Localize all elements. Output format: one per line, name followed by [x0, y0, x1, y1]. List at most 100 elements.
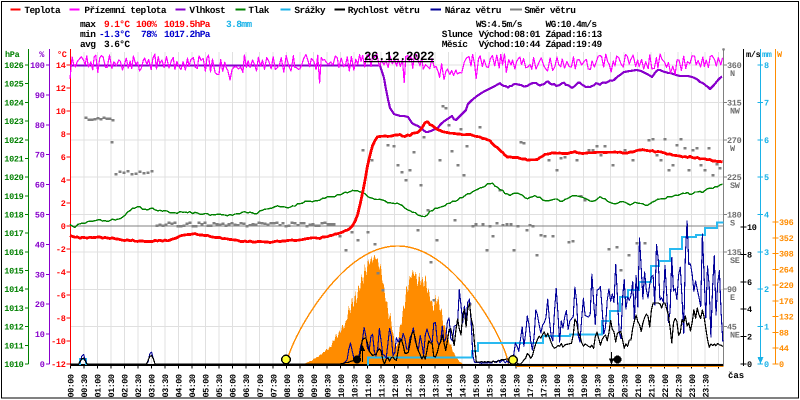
- svg-text:20:00: 20:00: [607, 374, 617, 397]
- svg-text:30: 30: [35, 270, 45, 280]
- svg-text:78%: 78%: [141, 29, 157, 40]
- svg-text:14: 14: [56, 61, 66, 71]
- svg-text:225: 225: [727, 173, 742, 183]
- svg-text:E: E: [730, 293, 735, 303]
- svg-text:WG:10.4m/s: WG:10.4m/s: [546, 19, 598, 30]
- svg-text:19:30: 19:30: [593, 374, 603, 397]
- svg-text:4: 4: [764, 211, 769, 221]
- svg-text:1016: 1016: [4, 248, 23, 258]
- svg-text:mm: mm: [762, 50, 772, 60]
- svg-text:16:00: 16:00: [499, 374, 509, 397]
- svg-text:WS:4.5m/s: WS:4.5m/s: [476, 19, 523, 30]
- svg-text:04:00: 04:00: [175, 374, 185, 397]
- svg-text:15:30: 15:30: [485, 374, 495, 397]
- svg-text:m/s: m/s: [746, 50, 761, 60]
- svg-text:1025: 1025: [4, 80, 23, 90]
- svg-text:°: °: [721, 47, 726, 57]
- svg-text:Přízemní teplota: Přízemní teplota: [84, 5, 167, 16]
- svg-text:360: 360: [727, 61, 742, 71]
- svg-text:9.1°C: 9.1°C: [104, 19, 130, 30]
- svg-text:7: 7: [764, 98, 769, 108]
- svg-text:17:00: 17:00: [526, 374, 536, 397]
- svg-text:čas: čas: [728, 371, 744, 381]
- svg-text:1: 1: [764, 323, 769, 333]
- svg-text:352: 352: [779, 234, 794, 244]
- svg-text:0: 0: [764, 360, 769, 370]
- svg-text:1011: 1011: [4, 341, 23, 351]
- svg-text:1017.2hPa: 1017.2hPa: [164, 29, 211, 40]
- svg-text:1021: 1021: [4, 154, 23, 164]
- svg-text:1024: 1024: [4, 98, 23, 108]
- svg-text:2: 2: [747, 333, 752, 343]
- svg-text:13:30: 13:30: [431, 374, 441, 397]
- svg-text:10: 10: [35, 330, 45, 340]
- svg-text:1014: 1014: [4, 285, 23, 295]
- svg-text:NE: NE: [730, 331, 740, 341]
- svg-text:05:30: 05:30: [215, 374, 225, 397]
- svg-text:SE: SE: [730, 256, 740, 266]
- svg-text:3.6°C: 3.6°C: [104, 39, 130, 50]
- svg-text:W: W: [730, 144, 736, 154]
- svg-text:6: 6: [764, 136, 769, 146]
- svg-text:1010: 1010: [4, 360, 23, 370]
- svg-text:45: 45: [727, 323, 737, 333]
- svg-text:308: 308: [779, 250, 794, 260]
- svg-text:Teplota: Teplota: [24, 5, 61, 16]
- svg-text:0: 0: [61, 222, 66, 232]
- svg-text:00:00: 00:00: [67, 374, 77, 397]
- svg-text:15:00: 15:00: [472, 374, 482, 397]
- svg-text:270: 270: [727, 136, 742, 146]
- svg-text:1018: 1018: [4, 211, 23, 221]
- svg-text:10: 10: [56, 107, 66, 117]
- svg-text:04:30: 04:30: [188, 374, 198, 397]
- svg-text:70: 70: [35, 151, 45, 161]
- svg-text:Východ:08:01: Východ:08:01: [479, 29, 541, 40]
- svg-text:6: 6: [61, 153, 66, 163]
- svg-text:Východ:10:44: Východ:10:44: [479, 39, 541, 50]
- svg-text:NW: NW: [730, 106, 741, 116]
- svg-text:20: 20: [35, 300, 45, 310]
- svg-text:1026: 1026: [4, 61, 23, 71]
- svg-text:4: 4: [61, 176, 66, 186]
- svg-text:315: 315: [727, 98, 742, 108]
- svg-text:Vlhkost: Vlhkost: [189, 5, 225, 16]
- svg-text:02:30: 02:30: [134, 374, 144, 397]
- svg-text:06:00: 06:00: [229, 374, 239, 397]
- svg-text:N: N: [730, 69, 735, 79]
- svg-text:100: 100: [30, 61, 45, 71]
- svg-text:avg: avg: [80, 39, 96, 50]
- svg-text:SW: SW: [730, 181, 741, 191]
- svg-text:14:00: 14:00: [445, 374, 455, 397]
- svg-text:08:00: 08:00: [283, 374, 293, 397]
- svg-text:12: 12: [56, 84, 66, 94]
- svg-text:1023: 1023: [4, 117, 23, 127]
- svg-text:18:30: 18:30: [566, 374, 576, 397]
- svg-text:135: 135: [727, 248, 742, 258]
- svg-text:Slunce: Slunce: [442, 29, 474, 40]
- svg-text:50: 50: [35, 211, 45, 221]
- svg-text:100%: 100%: [136, 19, 157, 30]
- svg-text:3.8mm: 3.8mm: [226, 19, 252, 30]
- svg-text:06:30: 06:30: [242, 374, 252, 397]
- svg-text:02:00: 02:00: [121, 374, 131, 397]
- svg-text:1013: 1013: [4, 304, 23, 314]
- svg-text:10:00: 10:00: [337, 374, 347, 397]
- svg-text:00:30: 00:30: [80, 374, 90, 397]
- svg-text:Měsíc: Měsíc: [442, 39, 468, 50]
- svg-text:09:30: 09:30: [323, 374, 333, 397]
- svg-text:Rychlost větru: Rychlost větru: [348, 5, 420, 16]
- svg-text:18:00: 18:00: [553, 374, 563, 397]
- svg-text:01:00: 01:00: [94, 374, 104, 397]
- svg-text:max: max: [80, 19, 96, 30]
- svg-text:2: 2: [764, 285, 769, 295]
- svg-text:-2: -2: [56, 245, 66, 255]
- svg-text:03:00: 03:00: [148, 374, 158, 397]
- svg-text:-12: -12: [51, 360, 66, 370]
- svg-text:11:00: 11:00: [364, 374, 374, 397]
- svg-text:01:30: 01:30: [107, 374, 117, 397]
- svg-text:Náraz větru: Náraz větru: [445, 5, 502, 16]
- svg-text:Srážky: Srážky: [294, 5, 326, 16]
- svg-text:396: 396: [779, 218, 794, 228]
- svg-text:-1.3°C: -1.3°C: [99, 29, 131, 40]
- svg-text:1019.5hPa: 1019.5hPa: [164, 19, 211, 30]
